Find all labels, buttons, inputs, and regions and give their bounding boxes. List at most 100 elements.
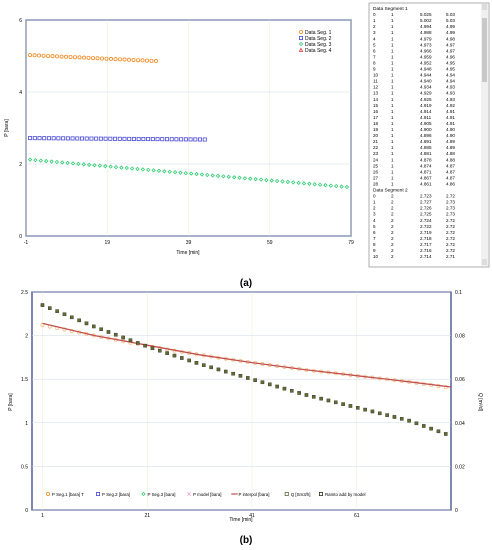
legend-label: Data Seg. 2: [305, 36, 332, 42]
data-point: [436, 429, 441, 434]
data-point: [311, 395, 316, 399]
y-tick-label: 2: [19, 162, 22, 168]
table-scrollbar-thumb[interactable]: [482, 18, 487, 82]
data-point: [304, 393, 309, 397]
data-point: [169, 137, 174, 142]
data-point: [145, 58, 150, 63]
data-point: [202, 137, 207, 142]
table-cell: 8: [373, 60, 376, 65]
data-point: [216, 367, 221, 372]
scroll-up-arrow-icon[interactable]: [482, 4, 487, 10]
data-point: [32, 53, 37, 58]
data-point: [414, 421, 419, 426]
table-cell: 4.93: [446, 97, 455, 102]
legend-marker: [318, 491, 323, 496]
data-point: [301, 181, 307, 186]
y2-tick-label: 0.04: [455, 421, 465, 427]
data-point: [92, 163, 97, 168]
table-cell: 2.725: [420, 212, 432, 217]
data-point: [135, 341, 140, 345]
data-point: [122, 136, 127, 141]
legend-marker: [298, 41, 304, 47]
data-point: [269, 178, 274, 183]
table-cell: 4.91: [446, 109, 455, 114]
table-cell: 4.966: [420, 48, 432, 53]
data-point: [231, 175, 237, 180]
table-rows: Data Segment 10 1 5.025 5.031 1 5.002 5.032 1 4.…: [373, 6, 455, 259]
data-point: [136, 136, 141, 141]
legend-marker: [298, 36, 303, 41]
table-cell: 2: [373, 206, 376, 211]
data-point: [231, 371, 235, 376]
table-scrollbar[interactable]: [481, 4, 488, 266]
data-point: [443, 432, 448, 436]
table-cell: 4.940: [420, 79, 432, 84]
table-cell: 4.87: [446, 169, 455, 174]
table-cell: 4.93: [446, 85, 455, 90]
table-cell: 1: [391, 109, 394, 114]
y2-tick-label: 0: [455, 508, 458, 514]
data-point: [317, 182, 323, 187]
data-point: [399, 416, 404, 421]
legend-marker: [46, 491, 51, 496]
table-cell: 4.952: [420, 60, 432, 65]
data-point: [32, 136, 37, 141]
table-cell: 1: [391, 79, 394, 84]
data-point: [46, 136, 51, 141]
table-cell: 22: [373, 145, 379, 150]
table-cell: 4.89: [446, 139, 455, 144]
data-point: [167, 169, 172, 174]
data-point: [188, 137, 193, 142]
table-cell: 2.72: [446, 236, 455, 241]
data-point: [153, 59, 158, 64]
data-point: [73, 55, 78, 60]
data-point: [103, 136, 108, 141]
data-point: [344, 184, 350, 190]
data-point: [339, 184, 344, 189]
table-cell: 4.929: [420, 91, 432, 96]
table-cell: 5: [373, 224, 376, 229]
table-cell: 4.973: [420, 42, 432, 47]
table-cell: 1: [391, 175, 394, 180]
data-point: [282, 386, 287, 391]
table-cell: 4.925: [420, 97, 432, 102]
data-point: [355, 406, 360, 410]
data-point: [65, 136, 70, 141]
panel-b-label: (b): [240, 535, 253, 546]
table-cell: 4.959: [420, 54, 432, 59]
table-cell: 5: [373, 42, 376, 47]
data-point: [70, 136, 75, 141]
data-point: [363, 407, 367, 412]
data-point: [151, 168, 156, 173]
scroll-down-arrow-icon[interactable]: [482, 259, 487, 265]
data-point: [98, 136, 103, 141]
data-point: [312, 182, 317, 187]
y2-tick-label: 0.08: [455, 334, 465, 340]
table-cell: 2: [391, 224, 394, 229]
table-cell: 2: [391, 248, 394, 253]
table-cell: 4.881: [420, 151, 432, 156]
table-cell: 4.92: [446, 103, 455, 108]
table-cell: 2: [391, 254, 394, 259]
data-point: [348, 404, 353, 408]
table-cell: 2: [391, 194, 394, 199]
legend-label: Ramto add by model: [325, 492, 366, 497]
table-cell: 1: [391, 18, 394, 23]
data-point: [164, 137, 169, 142]
data-point: [341, 402, 345, 406]
data-point: [113, 332, 118, 337]
table-cell: 2: [391, 230, 394, 235]
table-cell: 4.934: [420, 85, 432, 90]
data-point: [77, 55, 82, 60]
data-point: [94, 136, 99, 141]
panel-a-ylabel: P [bara]: [4, 119, 10, 137]
x-tick-label: 19: [104, 240, 110, 246]
panel-a-ticks: 0 2 4 6 -1 19 39 59 79: [19, 18, 354, 246]
table-cell: 5.03: [446, 12, 455, 17]
legend-label: Data Seg. 1: [305, 30, 332, 36]
data-point: [55, 309, 59, 313]
table-cell: 4.874: [420, 163, 432, 168]
data-point: [275, 384, 279, 389]
table-cell: 1: [391, 121, 394, 126]
data-point: [70, 315, 74, 320]
